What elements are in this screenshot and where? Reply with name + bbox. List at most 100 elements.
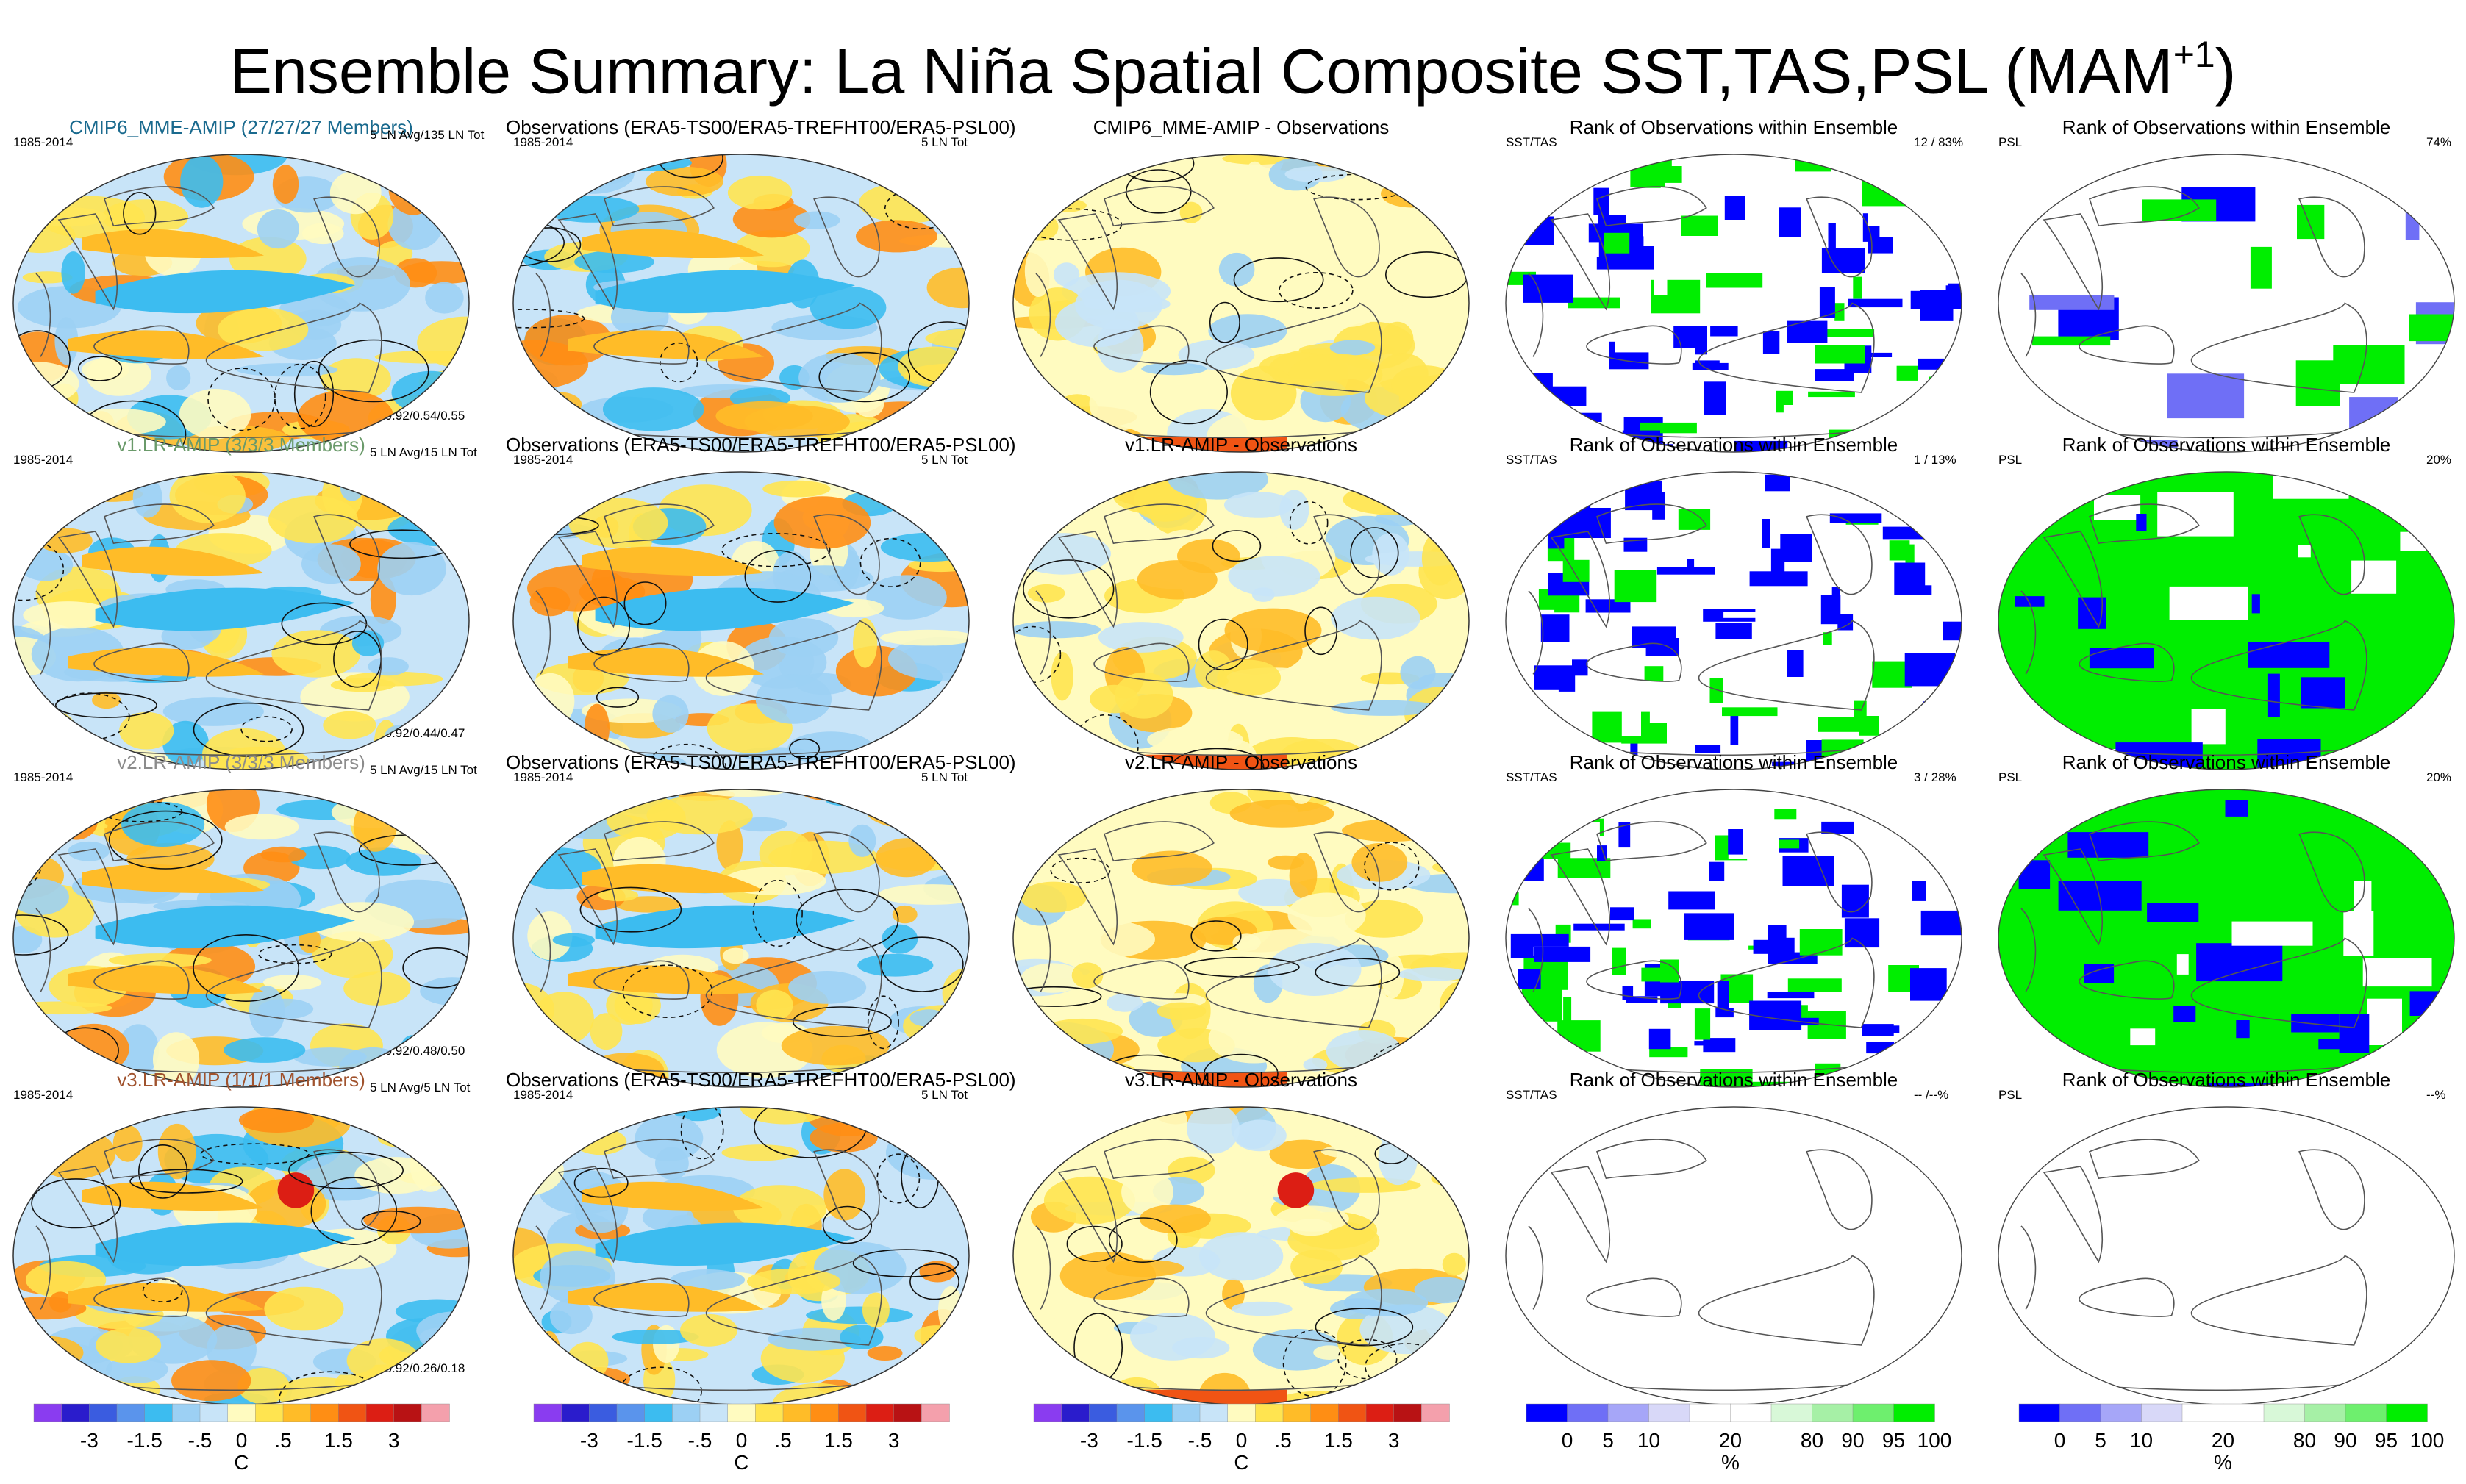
colorbar-tick-label: 3	[887, 1429, 900, 1452]
rank-patch	[1762, 519, 1770, 548]
anomaly-patch	[565, 154, 639, 185]
psl-contour	[123, 192, 157, 235]
rank-patch	[1521, 989, 1562, 1022]
rank-patch	[1767, 992, 1815, 999]
coastline	[2088, 186, 2200, 227]
coastline	[2020, 590, 2037, 675]
colorbar-tick-label: 20	[1718, 1429, 1743, 1452]
anomaly-patch	[1013, 621, 1101, 639]
rank-patch	[1705, 159, 1753, 166]
rank-patch	[1523, 717, 1540, 725]
coastline	[1103, 821, 1215, 862]
anomaly-patch	[1021, 212, 1059, 241]
psl-contour	[1013, 986, 1102, 1007]
colorbar-bin	[533, 1403, 562, 1422]
anomaly-patch	[806, 1306, 913, 1325]
anomaly-patch	[735, 229, 810, 268]
anomaly-patch	[1400, 656, 1436, 689]
psl-contour	[859, 537, 921, 588]
rank-patch	[1523, 274, 1573, 303]
rank-patch	[1944, 1028, 1962, 1056]
colorbar-bin	[393, 1403, 423, 1422]
anomaly-patch	[1439, 789, 1469, 823]
anomaly-patch	[866, 575, 947, 620]
psl-contour	[1304, 606, 1338, 656]
rank-patch	[1568, 297, 1620, 309]
anomaly-patch	[82, 358, 130, 381]
rank-patch	[1774, 809, 1797, 820]
coastline	[1806, 1149, 1873, 1230]
temp-colorbar	[1033, 1403, 1450, 1422]
colorbar-tick-label: 95	[2374, 1429, 2398, 1452]
coastline	[1035, 273, 1051, 357]
coastline	[557, 531, 618, 628]
colorbar-bin	[2345, 1403, 2387, 1422]
anomaly-patch	[513, 982, 555, 1037]
anomaly-patch	[330, 678, 396, 692]
psl-contour	[13, 818, 44, 889]
coastline	[1698, 620, 1875, 711]
rank-patch	[1563, 997, 1572, 1029]
colorbar-tick-label: 5	[1602, 1429, 1614, 1452]
psl-contour	[361, 1210, 421, 1233]
model-title: v1.LR-AMIP (3/3/3 Members)	[117, 434, 365, 456]
colorbar-bin	[2141, 1403, 2183, 1422]
anomaly-patch	[1378, 1130, 1418, 1186]
anomaly-patch	[1178, 340, 1255, 370]
rank-patch	[2130, 1028, 2156, 1046]
coastline	[2043, 848, 2104, 946]
anomaly-patch	[1107, 993, 1143, 1012]
coastline	[593, 1277, 690, 1317]
psl-contour	[1190, 920, 1242, 952]
coastline	[1035, 908, 1051, 992]
anomaly-patch	[257, 209, 299, 249]
anomaly-patch	[865, 792, 967, 830]
rank-patch	[2273, 472, 2349, 499]
anomaly-patch	[810, 286, 887, 329]
anomaly-patch	[121, 802, 205, 847]
psl-contour	[13, 538, 65, 601]
coastline	[93, 1277, 190, 1317]
psl-contour	[792, 1006, 892, 1037]
rank-patch	[2147, 903, 2199, 922]
rank-patch	[1610, 907, 1634, 921]
anomaly-patch	[1211, 982, 1237, 1011]
coastline	[313, 514, 380, 595]
psl-contour	[596, 687, 640, 708]
title-close: )	[2215, 36, 2237, 107]
hotspot	[277, 1172, 315, 1208]
rank-patch	[2291, 1014, 2340, 1033]
psl-contour	[789, 738, 821, 759]
anomaly-patch	[1179, 201, 1203, 223]
colorbar-bin	[1526, 1403, 1568, 1422]
anomaly-patch	[788, 971, 867, 1004]
coastline	[1313, 1149, 1380, 1230]
rank-patch	[1780, 534, 1812, 562]
anomaly-patch	[826, 795, 904, 808]
colorbar-tick-label: 10	[1637, 1429, 1661, 1452]
coastline	[1806, 514, 1873, 595]
rank-patch	[1615, 337, 1665, 353]
coastline	[1205, 1255, 1382, 1346]
coastline	[2043, 1166, 2104, 1263]
rank-patch	[1648, 1028, 1671, 1050]
rank-patch	[1912, 881, 1926, 901]
rank-patch	[2209, 1083, 2280, 1087]
rank-patch	[1687, 559, 1695, 572]
anomaly-patch	[553, 488, 576, 512]
psl-contour	[623, 581, 667, 625]
rank-patch	[1884, 340, 1896, 351]
coastline	[2190, 302, 2367, 393]
rank-patch	[1552, 369, 1603, 387]
anomaly-patch	[1087, 154, 1123, 182]
rank-patch	[1654, 278, 1668, 295]
colorbar-bin	[1730, 1403, 1772, 1422]
colorbar-bin	[33, 1403, 62, 1422]
rank-patch	[2367, 998, 2402, 1045]
coastline	[1586, 960, 1682, 1000]
anomaly-patch	[762, 480, 831, 498]
rank-patch	[2339, 1014, 2370, 1053]
anomaly-patch	[856, 220, 937, 253]
colorbar-bin	[1255, 1403, 1284, 1422]
anomaly-patch	[1157, 402, 1180, 416]
